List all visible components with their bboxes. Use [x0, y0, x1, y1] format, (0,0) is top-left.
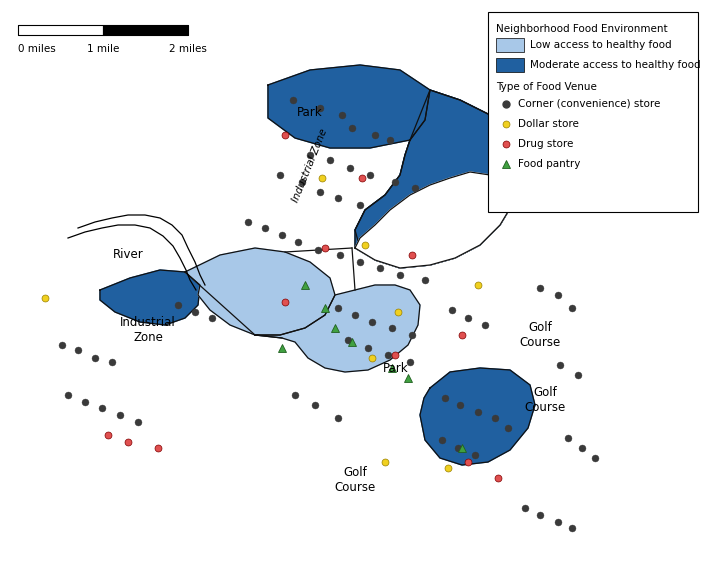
Text: Golf
Course: Golf Course	[520, 321, 560, 349]
Text: Corner (convenience) store: Corner (convenience) store	[518, 99, 661, 109]
Polygon shape	[420, 368, 535, 465]
Text: Low access to healthy food: Low access to healthy food	[530, 40, 672, 50]
Text: Moderate access to healthy food: Moderate access to healthy food	[530, 60, 701, 70]
Polygon shape	[355, 90, 520, 268]
Bar	[488, 12, 698, 212]
Text: Food pantry: Food pantry	[518, 159, 580, 169]
Polygon shape	[100, 270, 200, 325]
Text: Golf
Course: Golf Course	[334, 466, 376, 494]
Text: Dollar store: Dollar store	[518, 119, 579, 129]
Bar	[496, 38, 524, 52]
Text: Drug store: Drug store	[518, 139, 573, 149]
Polygon shape	[268, 65, 430, 148]
Text: Type of Food Venue: Type of Food Venue	[496, 82, 597, 92]
Polygon shape	[355, 90, 520, 268]
Text: 1 mile: 1 mile	[87, 44, 119, 54]
Bar	[496, 58, 524, 72]
Text: Park: Park	[384, 362, 409, 374]
Text: Neighborhood Food Environment: Neighborhood Food Environment	[496, 24, 668, 34]
Text: Industrial
Zone: Industrial Zone	[120, 316, 176, 344]
Text: 2 miles: 2 miles	[169, 44, 207, 54]
Text: Golf
Course: Golf Course	[525, 386, 565, 414]
Text: 0 miles: 0 miles	[18, 44, 56, 54]
Text: Park: Park	[298, 105, 323, 119]
Polygon shape	[185, 248, 335, 335]
Polygon shape	[355, 172, 515, 268]
Text: River: River	[113, 249, 143, 261]
Text: Industrial Zone: Industrial Zone	[290, 127, 329, 203]
Polygon shape	[255, 285, 420, 372]
